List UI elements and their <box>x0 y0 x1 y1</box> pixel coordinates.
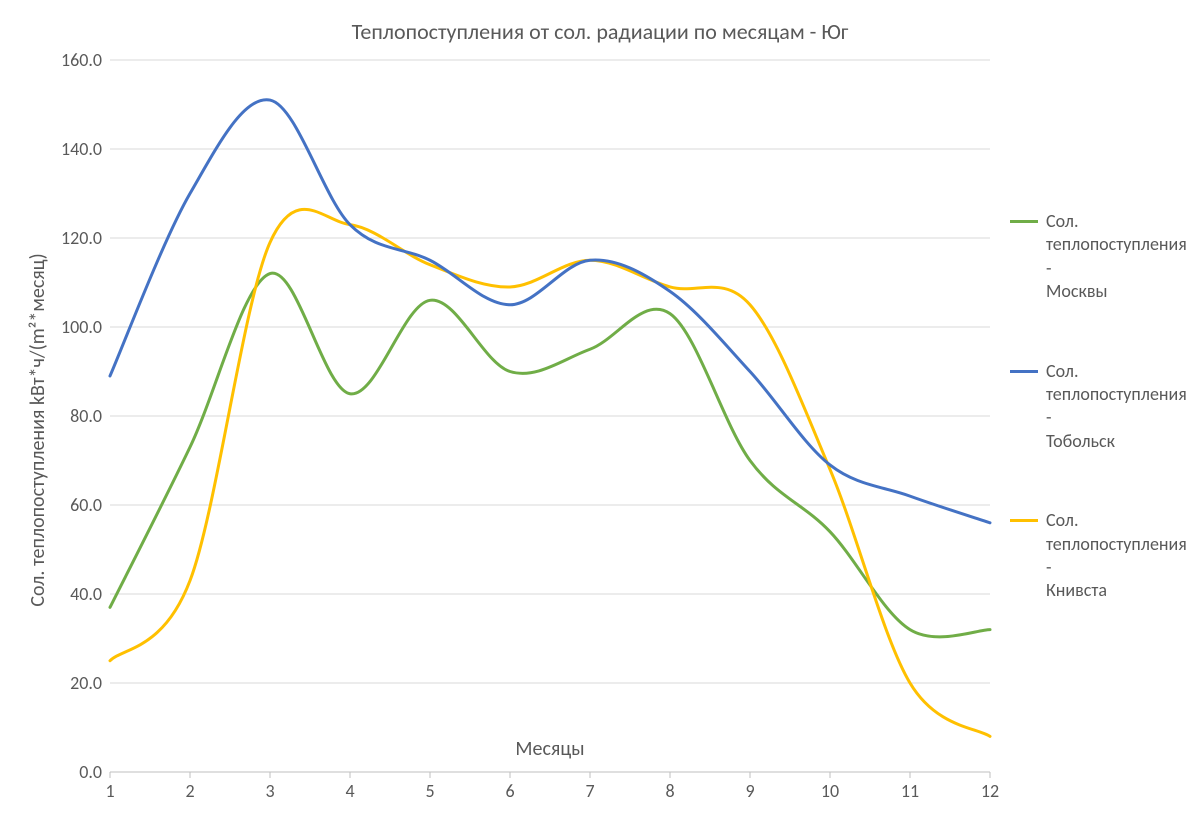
y-tick-label: 0.0 <box>79 761 102 783</box>
plot-svg <box>110 60 990 772</box>
y-axis-label: Сол. теплопоступления kВт*ч/(m²*месяц) <box>26 253 50 606</box>
legend-item-moscow: Сол.теплопоступления -Москвы <box>1010 210 1190 304</box>
x-tick-label: 2 <box>185 780 194 802</box>
plot-area: 0.020.040.060.080.0100.0120.0140.0160.01… <box>110 60 990 772</box>
x-tick-label: 1 <box>105 780 114 802</box>
y-tick-label: 120.0 <box>61 227 102 249</box>
legend-label: Сол.теплопоступления -Москвы <box>1046 210 1190 304</box>
y-tick-label: 80.0 <box>70 405 102 427</box>
x-tick-label: 6 <box>505 780 514 802</box>
series-line-moscow <box>110 273 990 637</box>
x-tick-label: 4 <box>345 780 354 802</box>
series-line-knivsta <box>110 209 990 736</box>
x-axis-label: Месяцы <box>110 737 990 761</box>
x-tick-label: 8 <box>665 780 674 802</box>
y-tick-label: 100.0 <box>61 316 102 338</box>
solar-heat-gain-chart: Теплопоступления от сол. радиации по мес… <box>0 0 1200 821</box>
y-tick-label: 20.0 <box>70 672 102 694</box>
legend-swatch <box>1010 370 1038 373</box>
legend-label: Сол.теплопоступления -Тобольск <box>1046 360 1190 454</box>
y-tick-label: 40.0 <box>70 583 102 605</box>
legend-swatch <box>1010 519 1038 522</box>
x-tick-label: 7 <box>585 780 594 802</box>
y-tick-label: 140.0 <box>61 138 102 160</box>
y-tick-label: 160.0 <box>61 49 102 71</box>
x-tick-label: 10 <box>821 780 839 802</box>
legend-swatch <box>1010 220 1038 223</box>
chart-title: Теплопоступления от сол. радиации по мес… <box>0 18 1200 45</box>
x-tick-label: 12 <box>981 780 999 802</box>
x-tick-label: 3 <box>265 780 274 802</box>
x-tick-label: 9 <box>745 780 754 802</box>
legend-item-knivsta: Сол.теплопоступления -Книвста <box>1010 509 1190 603</box>
y-tick-label: 60.0 <box>70 494 102 516</box>
x-tick-label: 5 <box>425 780 434 802</box>
legend-item-tobolsk: Сол.теплопоступления -Тобольск <box>1010 360 1190 454</box>
legend: Сол.теплопоступления -Москвы Сол.теплопос… <box>1010 210 1190 659</box>
x-tick-label: 11 <box>901 780 919 802</box>
legend-label: Сол.теплопоступления -Книвста <box>1046 509 1190 603</box>
